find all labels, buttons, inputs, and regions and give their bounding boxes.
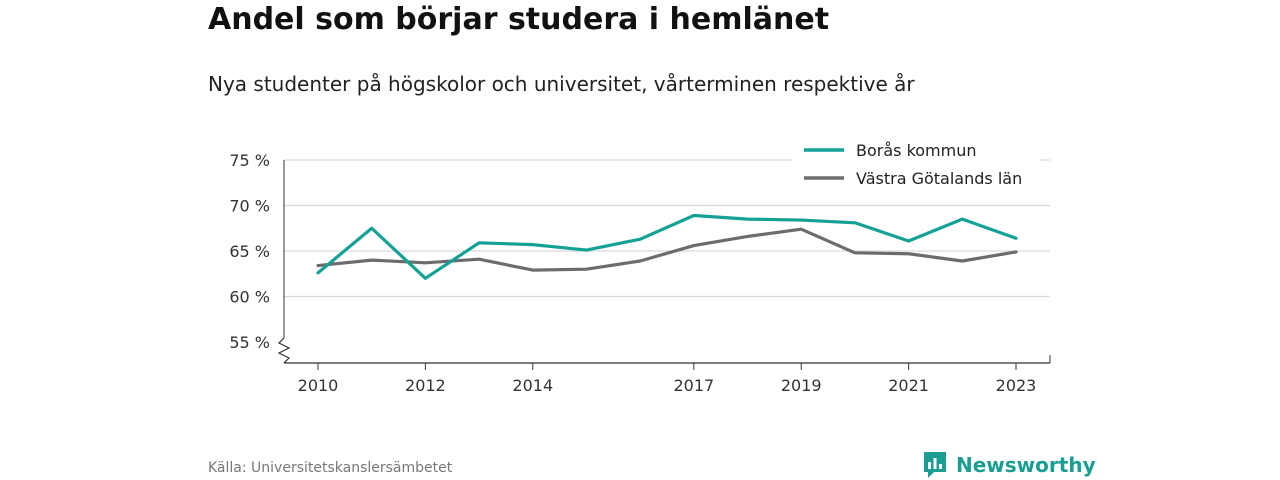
source-note: Källa: Universitetskanslersämbetet bbox=[208, 460, 453, 476]
y-tick-label: 65 % bbox=[229, 242, 270, 261]
legend-background bbox=[792, 134, 1040, 192]
x-tick-label: 2021 bbox=[888, 376, 929, 395]
x-tick-label: 2014 bbox=[512, 376, 553, 395]
brand-logo: Newsworthy bbox=[922, 450, 1096, 480]
newsworthy-logo-icon bbox=[924, 452, 946, 478]
y-tick-label: 75 % bbox=[229, 151, 270, 170]
axis-break-icon bbox=[277, 337, 291, 364]
y-tick-label: 60 % bbox=[229, 288, 270, 307]
chart-title: Andel som börjar studera i hemlänet bbox=[208, 2, 830, 37]
line-chart: 55 %60 %65 %70 %75 % 2010 2012 2014 2017 201… bbox=[229, 134, 1051, 395]
legend-label: Västra Götalands län bbox=[856, 169, 1022, 188]
x-tick-label: 2023 bbox=[996, 376, 1037, 395]
x-tick-label: 2010 bbox=[298, 376, 339, 395]
y-axis-ticks: 55 % 60 % 65 % 70 % 75 % bbox=[229, 151, 270, 352]
y-tick-label: 70 % bbox=[229, 197, 270, 216]
x-tick-label: 2019 bbox=[781, 376, 822, 395]
x-axis: 2010 2012 2014 2017 2019 2021 2023 bbox=[277, 160, 1051, 395]
series-line-boras-kommun bbox=[316, 213, 1018, 280]
legend: Borås kommun Västra Götalands län bbox=[792, 134, 1040, 192]
brand-name: Newsworthy bbox=[956, 453, 1096, 477]
x-tick-label: 2017 bbox=[673, 376, 714, 395]
series-lines bbox=[316, 213, 1018, 280]
y-tick-label: 55 % bbox=[229, 333, 270, 352]
legend-label: Borås kommun bbox=[856, 141, 977, 160]
series-line-vastra-gotalands-lan bbox=[316, 227, 1018, 272]
x-tick-label: 2012 bbox=[405, 376, 446, 395]
chart-subtitle: Nya studenter på högskolor och universit… bbox=[208, 72, 915, 96]
